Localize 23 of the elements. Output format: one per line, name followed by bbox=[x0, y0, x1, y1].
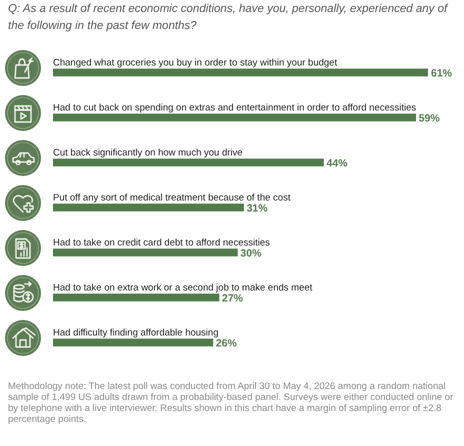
chart-title: Q: As a result of recent economic conditions, have you, personally, experienced any of the following in the past few months? bbox=[8, 2, 450, 34]
y-tick-label: Had difficulty finding affordable housing bbox=[53, 328, 218, 338]
y-tick-label: Changed what groceries you buy in order to stay within your budget bbox=[53, 58, 338, 68]
bar bbox=[53, 338, 214, 346]
y-tick-label: Cut back significantly on how much you drive bbox=[53, 148, 243, 158]
bar bbox=[53, 248, 238, 256]
data-label: 59% bbox=[418, 112, 440, 124]
data-label: 27% bbox=[222, 292, 244, 304]
y-tick-label: Had to take on extra work or a second job to make ends meet bbox=[53, 282, 313, 294]
data-label: 61% bbox=[431, 67, 453, 80]
data-label: 30% bbox=[240, 247, 262, 260]
bar bbox=[53, 68, 428, 76]
data-label: 44% bbox=[326, 157, 348, 170]
bar bbox=[53, 158, 324, 166]
bar bbox=[53, 294, 220, 302]
text: Methodology note: The latest poll was conducted from April 30 to May 4, 2026 among a random national sample of 1,499 US adults drawn from a probability-based panel. Surveys were either conducted online or by telephone with a live interviewer. Results shown in this chart have a margin of sampling error of ±2.8 percentage points. bbox=[8, 381, 454, 425]
data-label: 26% bbox=[216, 337, 238, 350]
bar bbox=[53, 204, 244, 212]
y-tick-label: Had to take on credit card debt to afford necessities bbox=[53, 238, 270, 248]
bar bbox=[53, 114, 416, 122]
y-tick-label: Put off any sort of medical treatment because of the cost bbox=[53, 192, 291, 204]
y-tick-label: Had to cut back on spending on extras and entertainment in order to afford necessities bbox=[53, 102, 416, 114]
data-label: 31% bbox=[246, 202, 268, 214]
